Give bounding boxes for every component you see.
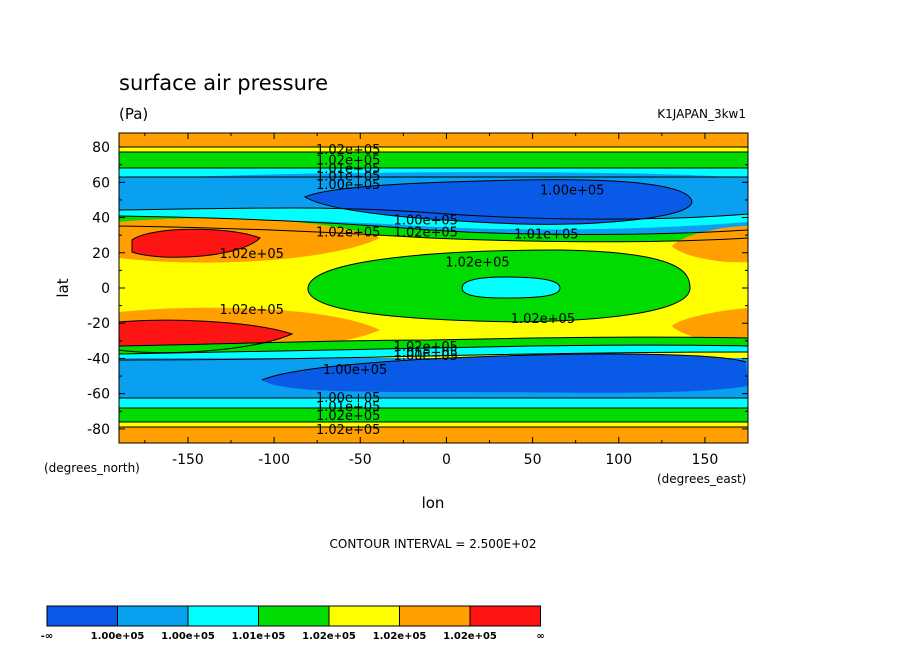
contour-label: 1.01e+05 (394, 345, 458, 360)
colorbar-swatch (469, 605, 541, 627)
dataset-label: K1JAPAN_3kw1 (657, 107, 746, 121)
contour-label: 1.02e+05 (219, 247, 283, 262)
colorbar-label: -∞ (41, 631, 53, 642)
y-tick-label: -80 (87, 422, 110, 438)
x-tick-label: 50 (524, 452, 542, 468)
x-tick-label: 100 (605, 452, 632, 468)
x-units-label: (degrees_east) (657, 472, 746, 486)
contour-label: 1.00e+05 (540, 183, 604, 198)
units-label: (Pa) (119, 105, 148, 123)
contour-interval-label: CONTOUR INTERVAL = 2.500E+02 (330, 537, 537, 551)
colorbar-swatch (328, 605, 400, 627)
colorbar-swatch (399, 605, 471, 627)
contour-label: 1.02e+05 (511, 312, 575, 327)
y-tick-label: -60 (87, 387, 110, 403)
colorbar-label: 1.01e+05 (232, 631, 286, 642)
band-orange-south-pole (119, 427, 748, 443)
contour-label: 1.00e+05 (316, 391, 380, 406)
y-tick-label: 60 (92, 175, 110, 191)
contour-label: 1.01e+05 (316, 162, 380, 177)
x-axis-label: lon (422, 494, 445, 512)
contour-label: 1.02e+05 (219, 303, 283, 318)
contour-label: 1.00e+05 (394, 213, 458, 228)
chart-title: surface air pressure (119, 71, 328, 95)
band-cyan-south (119, 398, 748, 408)
band-orange-south-high-east (672, 308, 748, 346)
y-tick-label: -20 (87, 316, 110, 332)
y-units-label: (degrees_north) (44, 461, 140, 475)
band-cyan-south-upper (119, 345, 748, 360)
colorbar-swatch (117, 605, 189, 627)
colorbar-label: ∞ (536, 631, 544, 642)
contour-labels: 1.02e+051.02e+051.01e+051.01e+051.00e+05… (219, 143, 604, 438)
x-tick-label: -50 (349, 452, 372, 468)
contour-label: 1.00e+05 (394, 349, 458, 364)
contour-label: 1.02e+05 (394, 340, 458, 355)
band-orange-north-pole (119, 133, 748, 147)
contour-label: 1.01e+05 (514, 227, 578, 242)
band-green-south (119, 408, 748, 422)
contour-label: 1.00e+05 (323, 363, 387, 378)
contour-label: 1.00e+05 (316, 178, 380, 193)
x-tick-label: 150 (692, 452, 719, 468)
colorbar-label: 1.02e+05 (302, 631, 356, 642)
contour-label: 1.02e+05 (316, 409, 380, 424)
colorbar-label: 1.02e+05 (443, 631, 497, 642)
band-green-north (119, 152, 748, 168)
y-axis-ticks: 80 60 40 20 0 -20 -40 -60 -80 (87, 140, 748, 438)
y-tick-label: 80 (92, 140, 110, 156)
colorbar-label: 1.00e+05 (161, 631, 215, 642)
plot-area: 1.02e+051.02e+051.01e+051.01e+051.00e+05… (119, 133, 748, 443)
contour-lines (119, 146, 748, 428)
y-axis-label: lat (54, 278, 72, 297)
contour-label: 1.01e+05 (316, 400, 380, 415)
contour-label: 1.02e+05 (316, 423, 380, 438)
band-blue-south-low (262, 354, 748, 393)
band-blue-north-low (305, 179, 692, 225)
x-axis-ticks: -150 -100 -50 0 50 100 150 (144, 133, 749, 468)
y-tick-label: -40 (87, 351, 110, 367)
contour-label: 1.02e+05 (394, 226, 458, 241)
y-tick-label: 0 (101, 281, 110, 297)
colorbar-label: 1.02e+05 (373, 631, 427, 642)
colorbar-swatch (258, 605, 330, 627)
colorbar-label: 1.00e+05 (91, 631, 145, 642)
contour-label: 1.02e+05 (316, 143, 380, 158)
y-tick-label: 20 (92, 246, 110, 262)
x-tick-label: -150 (172, 452, 204, 468)
band-cyan-equator (462, 277, 560, 298)
band-green-south-upper (119, 337, 748, 354)
contour-label: 1.02e+05 (445, 256, 509, 271)
contour-label: 1.02e+05 (316, 153, 380, 168)
contour-label: 1.01e+05 (316, 169, 380, 184)
colorbar-swatch (46, 605, 118, 627)
y-tick-label: 40 (92, 211, 110, 227)
band-orange-north-high-east (672, 226, 748, 263)
colorbar: -∞ 1.00e+05 1.00e+05 1.01e+05 1.02e+05 1.02e+… (41, 605, 545, 642)
x-tick-label: 0 (442, 452, 451, 468)
colorbar-swatch (187, 605, 259, 627)
contour-label: 1.02e+05 (316, 226, 380, 241)
x-tick-label: -100 (258, 452, 290, 468)
band-red-north-high (132, 229, 260, 258)
